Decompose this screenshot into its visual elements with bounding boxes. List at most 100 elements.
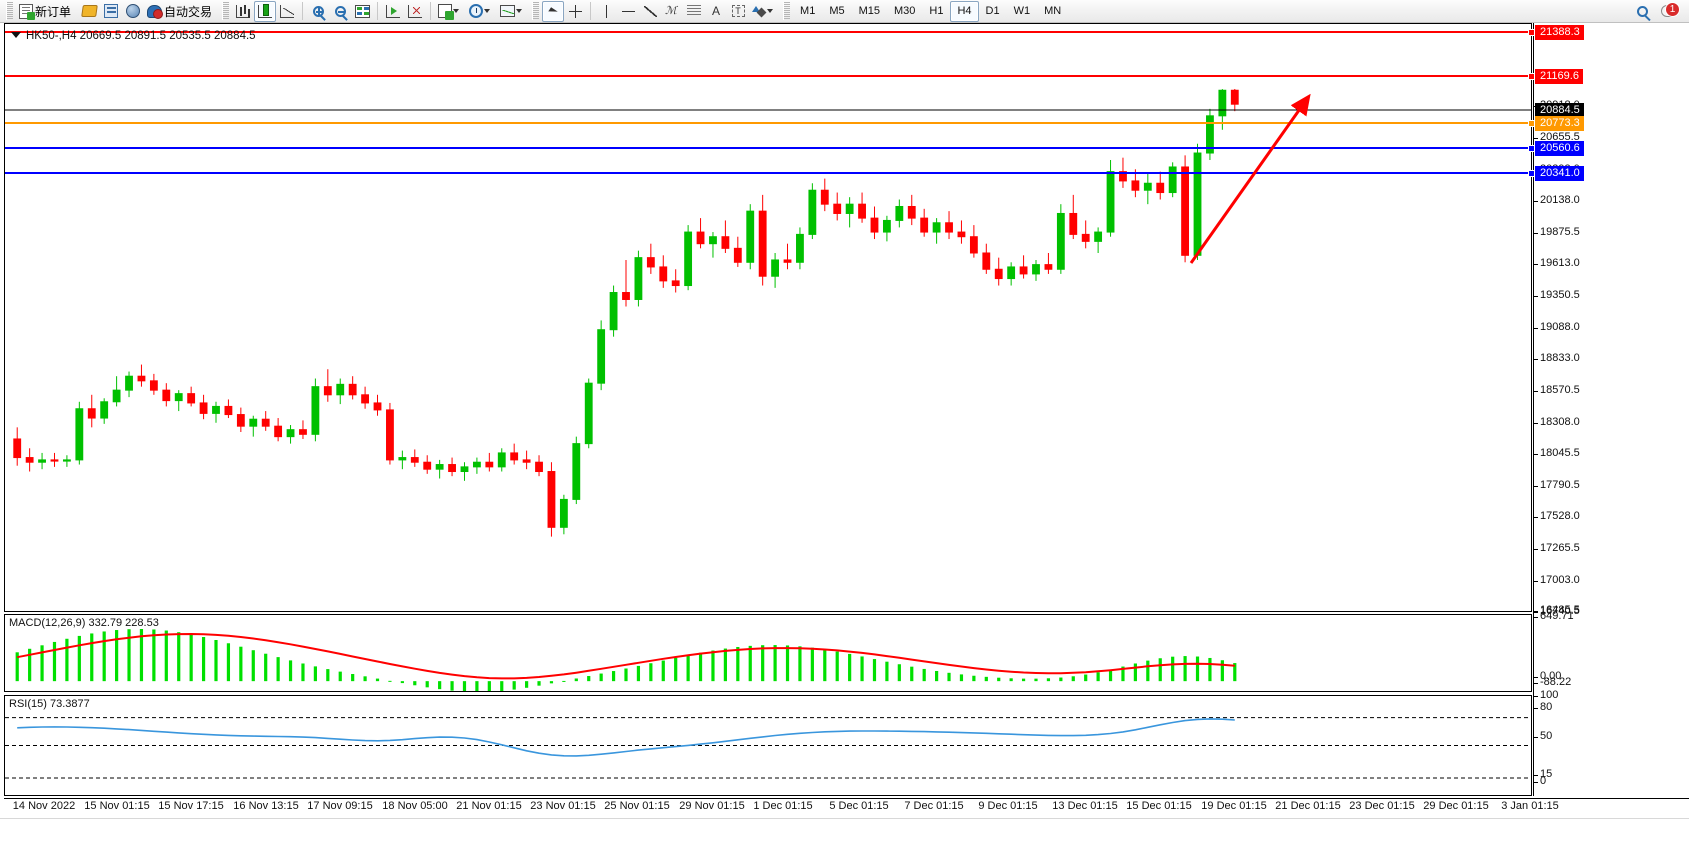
market-watch-button[interactable] (100, 1, 122, 22)
macd-tick: 0.00 (1533, 670, 1562, 682)
macd-histogram-bar (400, 681, 404, 684)
time-axis-label: 5 Dec 01:15 (829, 800, 889, 812)
chevron-down-icon-templates[interactable] (516, 9, 523, 13)
macd-histogram-bar (40, 645, 44, 682)
macd-histogram-bar (947, 672, 951, 682)
navigator-button[interactable] (122, 1, 144, 22)
toolbar-grip-tools[interactable] (532, 2, 540, 20)
macd-histogram-bar (438, 681, 442, 690)
time-axis-label: 3 Jan 01:15 (1501, 800, 1559, 812)
level-label-red[interactable]: 21169.6 (1528, 69, 1583, 84)
time-axis-label: 29 Dec 01:15 (1423, 800, 1489, 812)
folder-icon (80, 5, 98, 17)
price-tick: 17265.5 (1534, 542, 1580, 554)
add-indicator-button[interactable] (435, 1, 466, 22)
timeframe-m1[interactable]: M1 (800, 5, 816, 17)
candle-body (1143, 182, 1152, 191)
level-label-blue[interactable]: 20560.6 (1528, 141, 1584, 156)
timeframe-w1[interactable]: W1 (1013, 5, 1031, 17)
auto-scroll-button[interactable] (382, 1, 404, 22)
macd-histogram-bar (152, 629, 156, 682)
crosshair-button[interactable] (564, 1, 586, 22)
candle-body (50, 459, 59, 462)
text-button[interactable]: A (705, 1, 727, 22)
auto-trading-button[interactable]: 自动交易 (144, 1, 219, 22)
chevron-down-icon[interactable] (453, 9, 460, 13)
candle-body (1019, 266, 1028, 275)
candle-body (1094, 231, 1103, 242)
toolbar-grip[interactable] (6, 2, 13, 20)
chart-tile-button[interactable] (351, 1, 373, 22)
level-label-blue[interactable]: 20341.0 (1528, 166, 1584, 181)
timeframe-mn[interactable]: MN (1044, 5, 1062, 17)
zoom-in-button[interactable] (307, 1, 329, 22)
price-scale[interactable]: 20918.020655.520393.020138.019875.519613… (1528, 23, 1689, 796)
chart-workspace[interactable]: HK50-,H4 20669.5 20891.5 20535.5 20884.5… (0, 23, 1689, 860)
timeframe-h1[interactable]: H1 (929, 5, 944, 17)
candlestick-chart-button[interactable] (254, 0, 277, 22)
toolbar-grip-charts[interactable] (222, 2, 230, 20)
macd-pane[interactable]: MACD(12,26,9) 332.79 228.53 (4, 614, 1532, 692)
timeframe-d1[interactable]: D1 (985, 5, 1000, 17)
templates-button[interactable] (497, 1, 529, 22)
text-icon: A (712, 3, 721, 18)
level-handle[interactable] (1528, 73, 1535, 80)
macd-histogram-bar (276, 657, 280, 682)
search-button[interactable] (1631, 1, 1653, 22)
zoom-out-button[interactable] (329, 1, 351, 22)
folder-button[interactable] (78, 1, 100, 22)
alerts-button[interactable]: 1 (1653, 1, 1683, 22)
candle-body (423, 461, 432, 470)
chevron-down-icon-period[interactable] (484, 9, 491, 13)
level-label-orange[interactable]: 20773.3 (1528, 116, 1584, 131)
price-chart-pane[interactable]: HK50-,H4 20669.5 20891.5 20535.5 20884.5 (4, 23, 1532, 612)
macd-histogram-bar (711, 650, 715, 682)
vertical-line-button[interactable] (595, 1, 617, 22)
level-handle[interactable] (1528, 29, 1535, 36)
price-tick: 19350.5 (1534, 289, 1580, 301)
shapes-button[interactable] (749, 1, 780, 22)
macd-histogram-bar (860, 656, 864, 682)
timeframe-m15[interactable]: M15 (858, 5, 880, 17)
trendline-button[interactable] (639, 1, 661, 22)
time-axis[interactable]: 14 Nov 2022 15 Nov 01:15 15 Nov 17:15 16 No… (4, 798, 1689, 816)
cursor-button[interactable] (542, 0, 565, 22)
candle-body (212, 405, 220, 414)
timeframe-m30[interactable]: M30 (894, 5, 916, 17)
macd-histogram-bar (214, 640, 218, 682)
text-label-button[interactable]: T (727, 1, 749, 22)
candle-body (336, 383, 345, 396)
macd-histogram-bar (698, 652, 703, 682)
level-handle[interactable] (1528, 170, 1535, 177)
time-axis-label: 19 Dec 01:15 (1201, 800, 1267, 812)
fibonacci-button[interactable]: ℳ (661, 1, 683, 22)
period-clock-icon (469, 4, 484, 18)
candle-body (920, 217, 929, 233)
candle-body (299, 429, 307, 435)
bar-chart-button[interactable] (232, 1, 254, 22)
macd-histogram-bar (1071, 676, 1075, 682)
rsi-pane[interactable]: RSI(15) 73.3877 (4, 695, 1532, 796)
current-price-label[interactable]: 20884.5 (1535, 103, 1584, 118)
horizontal-line-button[interactable] (617, 1, 639, 22)
toolbar-group-standard: 新订单 自动交易 (3, 1, 219, 22)
rsi-tick: 100 (1533, 689, 1559, 701)
timeframe-h4[interactable]: H4 (950, 0, 979, 22)
chart-shift-button[interactable] (404, 1, 426, 22)
channel-button[interactable] (683, 1, 705, 22)
toolbar-grip-timeframes[interactable] (783, 2, 791, 20)
chart-menu-triangle-icon[interactable] (11, 32, 21, 38)
level-label-red[interactable]: 21388.3 (1528, 25, 1584, 40)
time-axis-label: 14 Nov 2022 (12, 800, 76, 812)
macd-histogram-bar (748, 645, 752, 682)
timeframe-m5[interactable]: M5 (829, 5, 845, 17)
chevron-down-icon-shapes[interactable] (767, 9, 774, 13)
candle-body (584, 382, 593, 445)
level-handle[interactable] (1528, 145, 1535, 152)
candle-body (845, 203, 854, 214)
level-handle[interactable] (1528, 120, 1535, 127)
candle-body (522, 459, 531, 463)
line-chart-button[interactable] (276, 1, 298, 22)
new-order-button[interactable]: 新订单 (16, 1, 78, 22)
period-button[interactable] (466, 1, 497, 22)
